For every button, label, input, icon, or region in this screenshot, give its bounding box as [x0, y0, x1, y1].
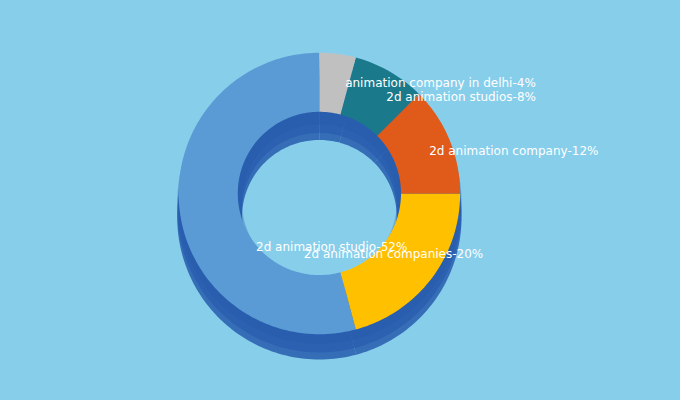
svg-text:2d animation studios-8%: 2d animation studios-8%: [386, 90, 536, 104]
svg-text:2d animation company-12%: 2d animation company-12%: [429, 144, 598, 158]
svg-text:animation company in delhi-4%: animation company in delhi-4%: [345, 76, 536, 90]
svg-text:2d animation companies-20%: 2d animation companies-20%: [304, 247, 483, 261]
